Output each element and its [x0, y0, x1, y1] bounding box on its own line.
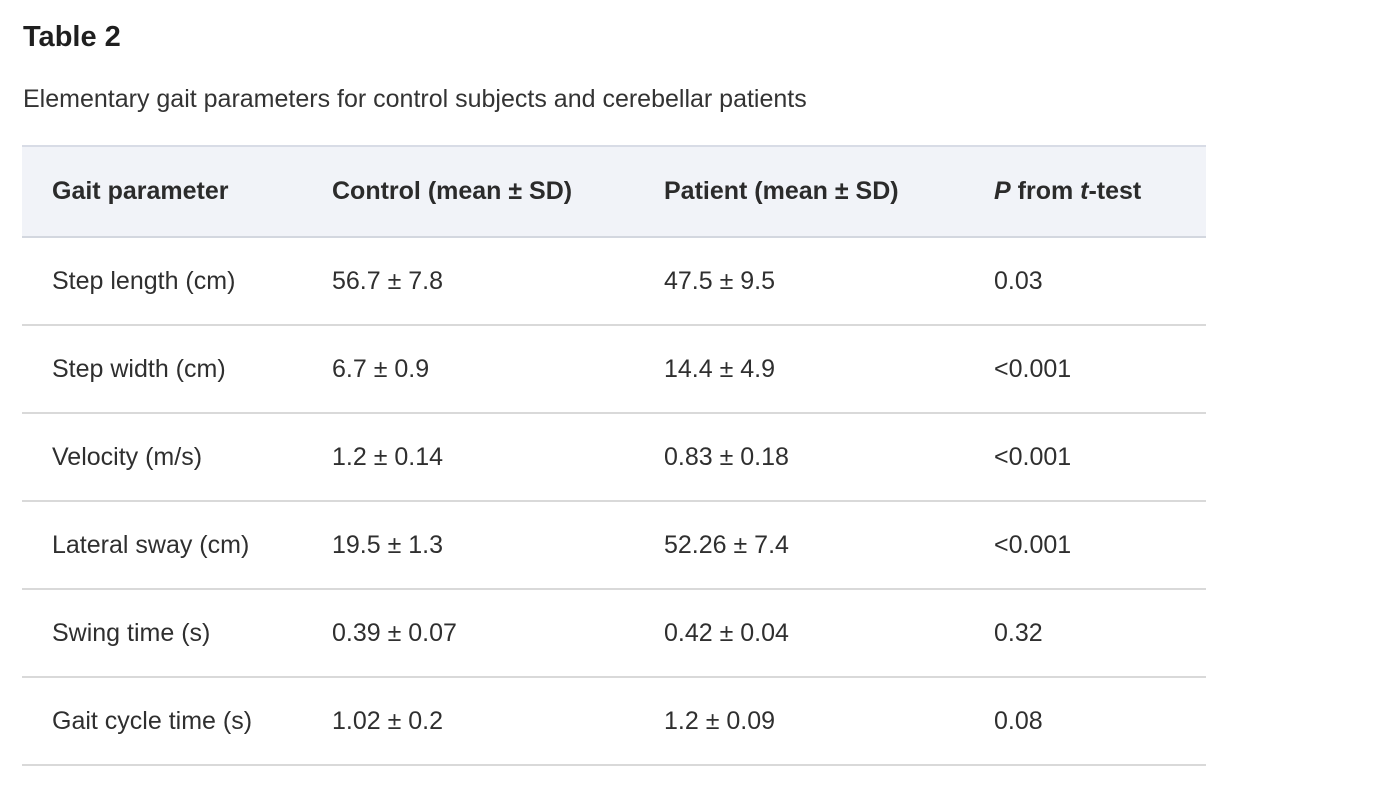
cell-patient: 0.83 ± 0.18 [642, 413, 972, 502]
table-row: Gait cycle time (s) 1.02 ± 0.2 1.2 ± 0.0… [22, 677, 1206, 766]
gait-parameters-table: Gait parameter Control (mean ± SD) Patie… [22, 145, 1206, 766]
header-patient: Patient (mean ± SD) [642, 145, 972, 238]
cell-control: 1.2 ± 0.14 [310, 413, 642, 502]
cell-p: <0.001 [972, 325, 1206, 414]
table-title: Table 2 [23, 21, 121, 53]
cell-param: Step width (cm) [22, 325, 310, 414]
cell-param: Swing time (s) [22, 589, 310, 678]
table-row: Lateral sway (cm) 19.5 ± 1.3 52.26 ± 7.4… [22, 501, 1206, 590]
table-row: Swing time (s) 0.39 ± 0.07 0.42 ± 0.04 0… [22, 589, 1206, 678]
header-p-test: -test [1088, 177, 1142, 205]
header-control: Control (mean ± SD) [310, 145, 642, 238]
cell-patient: 1.2 ± 0.09 [642, 677, 972, 766]
table-row: Velocity (m/s) 1.2 ± 0.14 0.83 ± 0.18 <0… [22, 413, 1206, 502]
table-header: Gait parameter Control (mean ± SD) Patie… [22, 145, 1206, 238]
header-row: Gait parameter Control (mean ± SD) Patie… [22, 145, 1206, 238]
cell-patient: 52.26 ± 7.4 [642, 501, 972, 590]
cell-control: 1.02 ± 0.2 [310, 677, 642, 766]
cell-p: 0.08 [972, 677, 1206, 766]
table-body: Step length (cm) 56.7 ± 7.8 47.5 ± 9.5 0… [22, 237, 1206, 766]
cell-param: Gait cycle time (s) [22, 677, 310, 766]
table-row: Step width (cm) 6.7 ± 0.9 14.4 ± 4.9 <0.… [22, 325, 1206, 414]
cell-patient: 0.42 ± 0.04 [642, 589, 972, 678]
cell-control: 6.7 ± 0.9 [310, 325, 642, 414]
header-p-symbol: P [994, 177, 1011, 205]
cell-p: 0.03 [972, 237, 1206, 326]
cell-control: 19.5 ± 1.3 [310, 501, 642, 590]
header-t-symbol: t [1080, 177, 1089, 205]
table-row: Step length (cm) 56.7 ± 7.8 47.5 ± 9.5 0… [22, 237, 1206, 326]
cell-control: 0.39 ± 0.07 [310, 589, 642, 678]
cell-param: Step length (cm) [22, 237, 310, 326]
cell-patient: 47.5 ± 9.5 [642, 237, 972, 326]
cell-control: 56.7 ± 7.8 [310, 237, 642, 326]
cell-param: Lateral sway (cm) [22, 501, 310, 590]
cell-param: Velocity (m/s) [22, 413, 310, 502]
header-gait-parameter: Gait parameter [22, 145, 310, 238]
cell-patient: 14.4 ± 4.9 [642, 325, 972, 414]
header-p-from: from [1010, 177, 1081, 205]
header-p-value: P from t-test [972, 145, 1206, 238]
table-caption: Elementary gait parameters for control s… [23, 85, 807, 113]
cell-p: 0.32 [972, 589, 1206, 678]
cell-p: <0.001 [972, 501, 1206, 590]
cell-p: <0.001 [972, 413, 1206, 502]
